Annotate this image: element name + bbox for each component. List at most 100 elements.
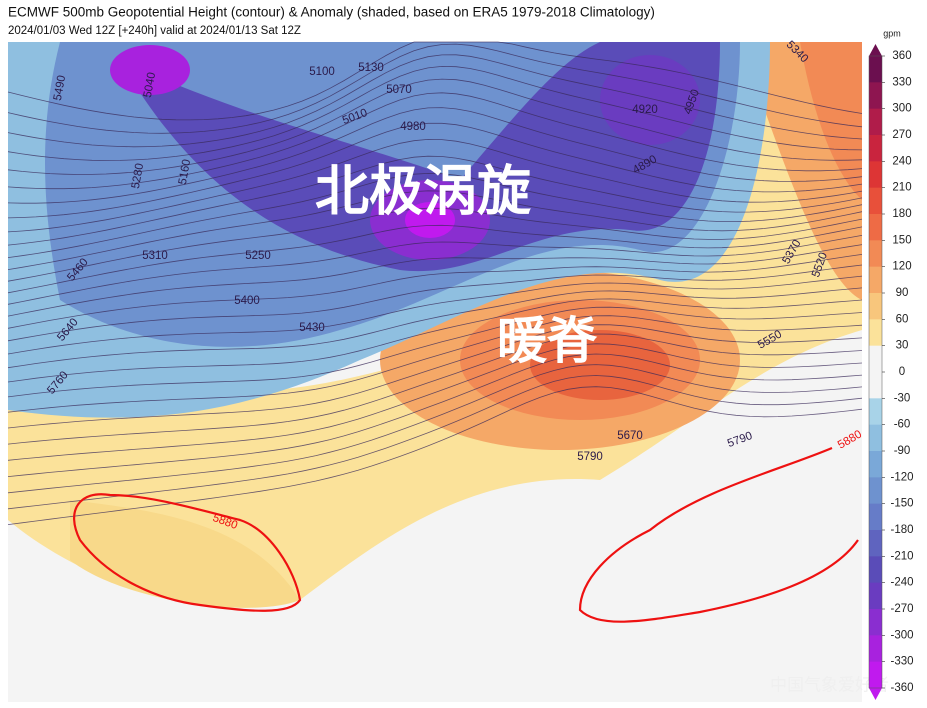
contour [7, 43, 863, 134]
contour-label: 4980 [400, 121, 426, 133]
ridge-label: 暖脊 [497, 313, 598, 369]
contour-label: 5100 [309, 66, 335, 78]
colorbar-tick-label: -150 [890, 498, 913, 510]
colorbar-bin [869, 161, 882, 189]
colorbar-tick-label: 180 [892, 208, 911, 220]
contour [7, 287, 863, 369]
subtitle: 2024/01/03 Wed 12Z [+240h] valid at 2024… [8, 25, 301, 37]
contour [7, 315, 863, 413]
contour [7, 155, 863, 246]
colorbar-bin [869, 266, 882, 294]
colorbar-tick-label: -60 [894, 419, 911, 431]
colorbar-bin [869, 635, 882, 663]
colorbar-bin [869, 530, 882, 557]
colorbar-tick-label: 330 [892, 76, 911, 88]
contour-label: 5160 [177, 158, 193, 185]
contour [7, 275, 863, 355]
colorbar-tick-label: 90 [896, 287, 909, 299]
colorbar-tick-label: -120 [890, 471, 913, 483]
contour [7, 65, 863, 161]
title: ECMWF 500mb Geopotential Height (contour… [8, 5, 655, 20]
contour [7, 172, 863, 258]
colorbar-bin [869, 477, 882, 505]
colorbar-bin [869, 82, 882, 110]
colorbar-tick-label: -240 [890, 577, 913, 589]
contour [7, 244, 863, 317]
watermark: 中国气象爱好者 [770, 675, 889, 694]
colorbar-bin [869, 135, 882, 162]
contour [7, 353, 863, 477]
colorbar-bin [869, 451, 882, 478]
contour [7, 54, 863, 148]
line-5880 [73, 446, 859, 623]
contour [7, 264, 863, 342]
contour-label: 5670 [617, 430, 643, 442]
colorbar-tick-label: -330 [890, 656, 913, 668]
colorbar-tick-label: 300 [892, 103, 911, 115]
colorbar-bin [869, 424, 882, 452]
contour [7, 333, 863, 445]
colorbar-bin [869, 319, 882, 347]
colorbar-tick-label: 270 [892, 129, 911, 141]
contour [7, 190, 863, 270]
colorbar-cap [869, 44, 882, 56]
contour [7, 386, 863, 525]
contour [7, 298, 863, 383]
colorbar-bin [869, 345, 882, 373]
contour-label: 5430 [299, 322, 325, 334]
contour [7, 78, 863, 175]
map-shading [8, 42, 862, 702]
colorbar-tick-label: -180 [890, 524, 913, 536]
colorbar-bin [869, 398, 882, 426]
contour-label: 5040 [142, 71, 158, 98]
colorbar-bin [869, 293, 882, 320]
contour-label: 5490 [52, 74, 68, 101]
colorbar-bin [869, 372, 882, 399]
contour [7, 224, 863, 294]
colorbar-bin [869, 556, 882, 584]
contour [7, 235, 863, 305]
colorbar-tick-label: 360 [892, 50, 911, 62]
contour [7, 138, 863, 233]
colorbar-tick-label: 30 [896, 340, 909, 352]
contour [7, 343, 863, 461]
contour [7, 364, 863, 494]
colorbar-tick-label: 0 [899, 366, 905, 378]
contour-label: 5130 [358, 62, 384, 74]
contour [7, 375, 863, 510]
colorbar-tick-label: 60 [896, 313, 909, 325]
contour-label: 5250 [245, 250, 271, 262]
contour [7, 306, 863, 398]
colorbar-tick-label: -360 [890, 682, 913, 694]
contour-label: 5280 [130, 162, 146, 189]
colorbar-tick-label: -270 [890, 603, 913, 615]
colorbar-tick-label: 240 [892, 155, 911, 167]
colorbar-tick-label: -210 [890, 550, 913, 562]
colorbar-bin [869, 582, 882, 610]
contour [7, 207, 863, 282]
colorbar-tick-label: -90 [894, 445, 911, 457]
colorbar-tick-label: -30 [894, 392, 911, 404]
contour [7, 41, 863, 121]
colorbar-cap [869, 688, 882, 700]
contour-label: 5070 [386, 84, 412, 96]
colorbar-bin [869, 661, 882, 689]
contour [7, 324, 863, 429]
colorbar-bin [869, 56, 882, 83]
contour-label: 5310 [142, 250, 168, 262]
colorbar-bin [869, 187, 882, 215]
colorbar-bin [869, 503, 882, 531]
contour-label: 4920 [632, 104, 658, 116]
colorbar-tick-label: 150 [892, 234, 911, 246]
colorbar-bin [869, 108, 882, 136]
contour [7, 122, 863, 219]
contour [7, 107, 863, 204]
colorbar-bin [869, 240, 882, 268]
contour-label: 5400 [234, 295, 260, 307]
contour [7, 254, 863, 329]
colorbar-bin [869, 214, 882, 241]
contour-label: 5790 [577, 451, 603, 463]
colorbar-bin [869, 609, 882, 636]
contour [7, 92, 863, 190]
